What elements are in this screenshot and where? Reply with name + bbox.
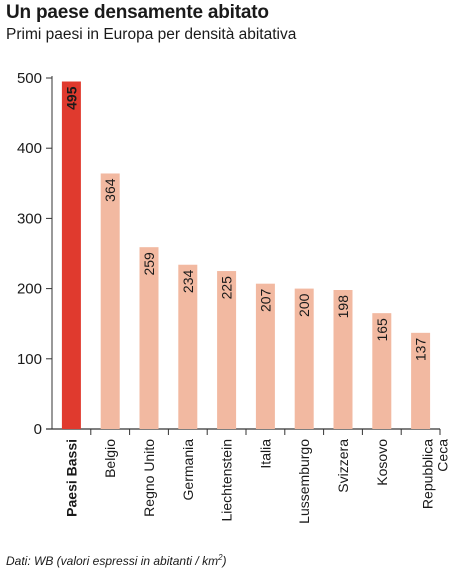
y-tick-label: 0	[34, 421, 42, 438]
y-tick-label: 500	[17, 70, 42, 87]
x-category-label: Belgio	[102, 439, 118, 478]
x-category-label-line: Lussemburgo	[296, 439, 312, 524]
bar-value-label: 207	[257, 288, 273, 312]
x-category-label-line: Liechtenstein	[219, 439, 235, 522]
bar	[217, 271, 237, 429]
y-tick-label: 100	[17, 351, 42, 368]
x-category-label-line: Ceca	[435, 439, 449, 472]
x-category-label: Paesi Bassi	[63, 439, 79, 517]
y-tick-label: 200	[17, 281, 42, 298]
bar-value-label: 364	[102, 178, 118, 202]
x-category-label: Svizzera	[335, 439, 351, 493]
x-category-label: RepubblicaCeca	[420, 439, 449, 509]
source-unit-exponent: 2	[218, 553, 223, 562]
source-text: Dati: WB (valori espressi in abitanti / …	[6, 554, 219, 568]
x-category-label: Kosovo	[374, 439, 390, 486]
x-category-label-line: Italia	[257, 439, 273, 469]
x-category-label: Regno Unito	[141, 439, 157, 517]
x-category-label-line: Regno Unito	[141, 439, 157, 517]
y-tick-label: 400	[17, 140, 42, 157]
bar-value-label: 200	[296, 293, 312, 317]
bar-value-label: 165	[374, 318, 390, 342]
bar	[411, 332, 431, 429]
x-category-label: Lussemburgo	[296, 439, 312, 524]
x-category-label-line: Repubblica	[420, 439, 436, 509]
bar	[333, 290, 353, 429]
bar	[100, 173, 120, 429]
bar	[255, 283, 275, 429]
bar-value-label: 234	[180, 270, 196, 294]
bar-value-label: 495	[63, 86, 79, 110]
x-category-label-line: Svizzera	[335, 439, 351, 493]
x-category-label-line: Germania	[180, 439, 196, 501]
bar-chart: 0 100 200 300 400 500 495 Paesi Bassi 364 Belgio 2…	[17, 70, 449, 524]
x-category-label: Italia	[257, 439, 273, 469]
chart-subtitle: Primi paesi in Europa per densità abitat…	[6, 26, 297, 43]
bar-value-label: 137	[413, 338, 429, 362]
source-text-end: )	[222, 554, 227, 568]
bar	[178, 264, 198, 429]
bar	[294, 288, 314, 429]
x-category-label: Liechtenstein	[219, 439, 235, 522]
bar-value-label: 259	[141, 252, 157, 276]
x-category-label-line: Kosovo	[374, 439, 390, 486]
chart-title: Un paese densamente abitato	[6, 2, 269, 23]
bar-value-label: 198	[335, 295, 351, 319]
bar	[372, 313, 392, 429]
x-category-label-line: Belgio	[102, 439, 118, 478]
bar	[139, 247, 159, 429]
source-note: Dati: WB (valori espressi in abitanti / …	[6, 553, 227, 568]
bar	[61, 81, 81, 429]
bar-value-label: 225	[219, 276, 235, 300]
x-category-label: Germania	[180, 439, 196, 501]
y-tick-label: 300	[17, 210, 42, 227]
x-category-label-line: Paesi Bassi	[63, 439, 79, 517]
